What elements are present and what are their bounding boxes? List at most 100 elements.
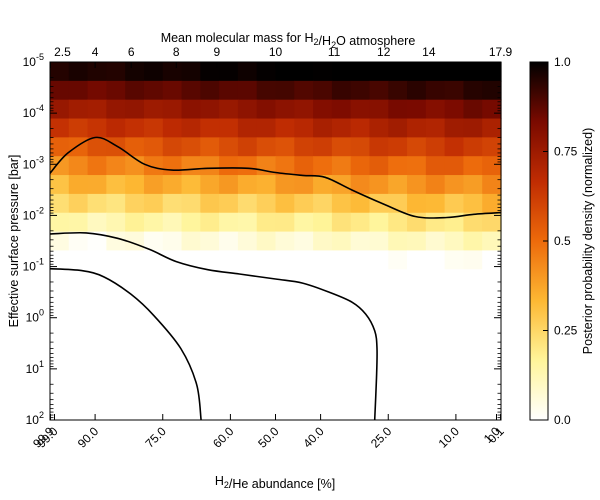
- heatmap-cell: [106, 306, 126, 327]
- heatmap-cell: [313, 137, 333, 157]
- heatmap-cell: [275, 212, 295, 233]
- heatmap-cell: [463, 306, 483, 327]
- heatmap-cell: [143, 99, 164, 120]
- heatmap-cell: [256, 137, 277, 157]
- heatmap-cell: [143, 80, 164, 101]
- heatmap-cell: [68, 231, 89, 252]
- heatmap-cell: [237, 231, 258, 252]
- y-tick-label: 10-5: [23, 52, 44, 69]
- heatmap-cell: [313, 62, 333, 82]
- heatmap-cell: [350, 269, 371, 289]
- heatmap-cell: [444, 62, 465, 82]
- heatmap-cell: [407, 156, 427, 176]
- heatmap-cell: [106, 288, 126, 308]
- heatmap-cell: [463, 288, 483, 308]
- heatmap-cell: [125, 306, 145, 327]
- heatmap-cell: [369, 193, 389, 214]
- heatmap-cell: [388, 306, 408, 327]
- contour-lines: [49, 136, 502, 421]
- heatmap-cell: [425, 250, 446, 270]
- heatmap-cell: [294, 231, 314, 252]
- heatmap-cell: [50, 250, 70, 270]
- heatmap-cell: [350, 156, 371, 176]
- heatmap-cell: [125, 193, 145, 214]
- heatmap-cell: [425, 306, 446, 327]
- heatmap-cell: [369, 156, 389, 176]
- heatmap-cell: [87, 99, 107, 120]
- heatmap-cell: [200, 231, 220, 252]
- heatmap-cell: [106, 175, 126, 195]
- heatmap-cell: [444, 344, 465, 365]
- heatmap-cell: [444, 99, 465, 120]
- colorbar-tick-label: 0.0: [554, 413, 571, 427]
- heatmap-cell: [482, 306, 502, 327]
- x-axis-label: H2/He abundance [%]: [215, 474, 335, 491]
- heatmap-cell: [350, 175, 371, 195]
- heatmap-cell: [407, 175, 427, 195]
- heatmap-cell: [68, 344, 89, 365]
- heatmap-cell: [444, 137, 465, 157]
- heatmap-cell: [350, 99, 371, 120]
- heatmap-cell: [106, 62, 126, 82]
- heatmap-cell: [143, 401, 164, 421]
- heatmap-cell: [125, 363, 145, 383]
- heatmap-cell: [444, 325, 465, 346]
- heatmap-cell: [125, 344, 145, 365]
- heatmap-cell: [463, 325, 483, 346]
- heatmap-cell: [425, 137, 446, 157]
- heatmap-cell: [350, 80, 371, 101]
- heatmap-cell: [482, 344, 502, 365]
- heatmap-cell: [482, 212, 502, 233]
- heatmap-cell: [275, 288, 295, 308]
- heatmap-cell: [463, 118, 483, 138]
- heatmap-cell: [294, 382, 314, 402]
- heatmap-cell: [143, 231, 164, 252]
- heatmap-cell: [369, 137, 389, 157]
- heatmap-cell: [482, 363, 502, 383]
- heatmap-cell: [50, 118, 70, 138]
- heatmap-cell: [463, 80, 483, 101]
- heatmap-cell: [463, 269, 483, 289]
- heatmap-cell: [237, 80, 258, 101]
- heatmap-cell: [143, 62, 164, 82]
- heatmap-cell: [331, 269, 352, 289]
- heatmap-cell: [237, 118, 258, 138]
- y-tick-label: 10-3: [23, 154, 44, 171]
- heatmap-cell: [425, 363, 446, 383]
- heatmap-cell: [106, 344, 126, 365]
- heatmap-cell: [87, 193, 107, 214]
- heatmap-cell: [237, 401, 258, 421]
- heatmap-cell: [106, 401, 126, 421]
- heatmap-cell: [237, 62, 258, 82]
- heatmap-cell: [143, 212, 164, 233]
- heatmap-cell: [237, 306, 258, 327]
- heatmap-cell: [125, 62, 145, 82]
- heatmap-cell: [50, 212, 70, 233]
- heatmap-cell: [219, 288, 239, 308]
- heatmap-cell: [425, 118, 446, 138]
- heatmap-cell: [50, 137, 70, 157]
- heatmap-cell: [388, 269, 408, 289]
- heatmap-cell: [350, 231, 371, 252]
- heatmap-cell: [425, 62, 446, 82]
- heatmap-cell: [294, 137, 314, 157]
- heatmap-cell: [87, 344, 107, 365]
- heatmap-cell: [275, 344, 295, 365]
- heatmap-cell: [125, 118, 145, 138]
- heatmap-cell: [331, 80, 352, 101]
- heatmap-cell: [256, 231, 277, 252]
- colorbar-label: Posterior probability density (normalize…: [581, 128, 595, 354]
- heatmap-cell: [313, 99, 333, 120]
- heatmap-cell: [331, 325, 352, 346]
- heatmap-cell: [50, 344, 70, 365]
- heatmap-cell: [331, 363, 352, 383]
- heatmap-cell: [482, 382, 502, 402]
- heatmap-cell: [275, 156, 295, 176]
- heatmap-cell: [200, 344, 220, 365]
- x-tick-label: 10.0: [436, 424, 463, 451]
- heatmap-cell: [463, 193, 483, 214]
- heatmap-cell: [125, 250, 145, 270]
- heatmap-cell: [313, 250, 333, 270]
- colorbar-ticks: 0.0 0.25 0.5 0.75 1.0: [543, 55, 578, 427]
- heatmap-cell: [463, 156, 483, 176]
